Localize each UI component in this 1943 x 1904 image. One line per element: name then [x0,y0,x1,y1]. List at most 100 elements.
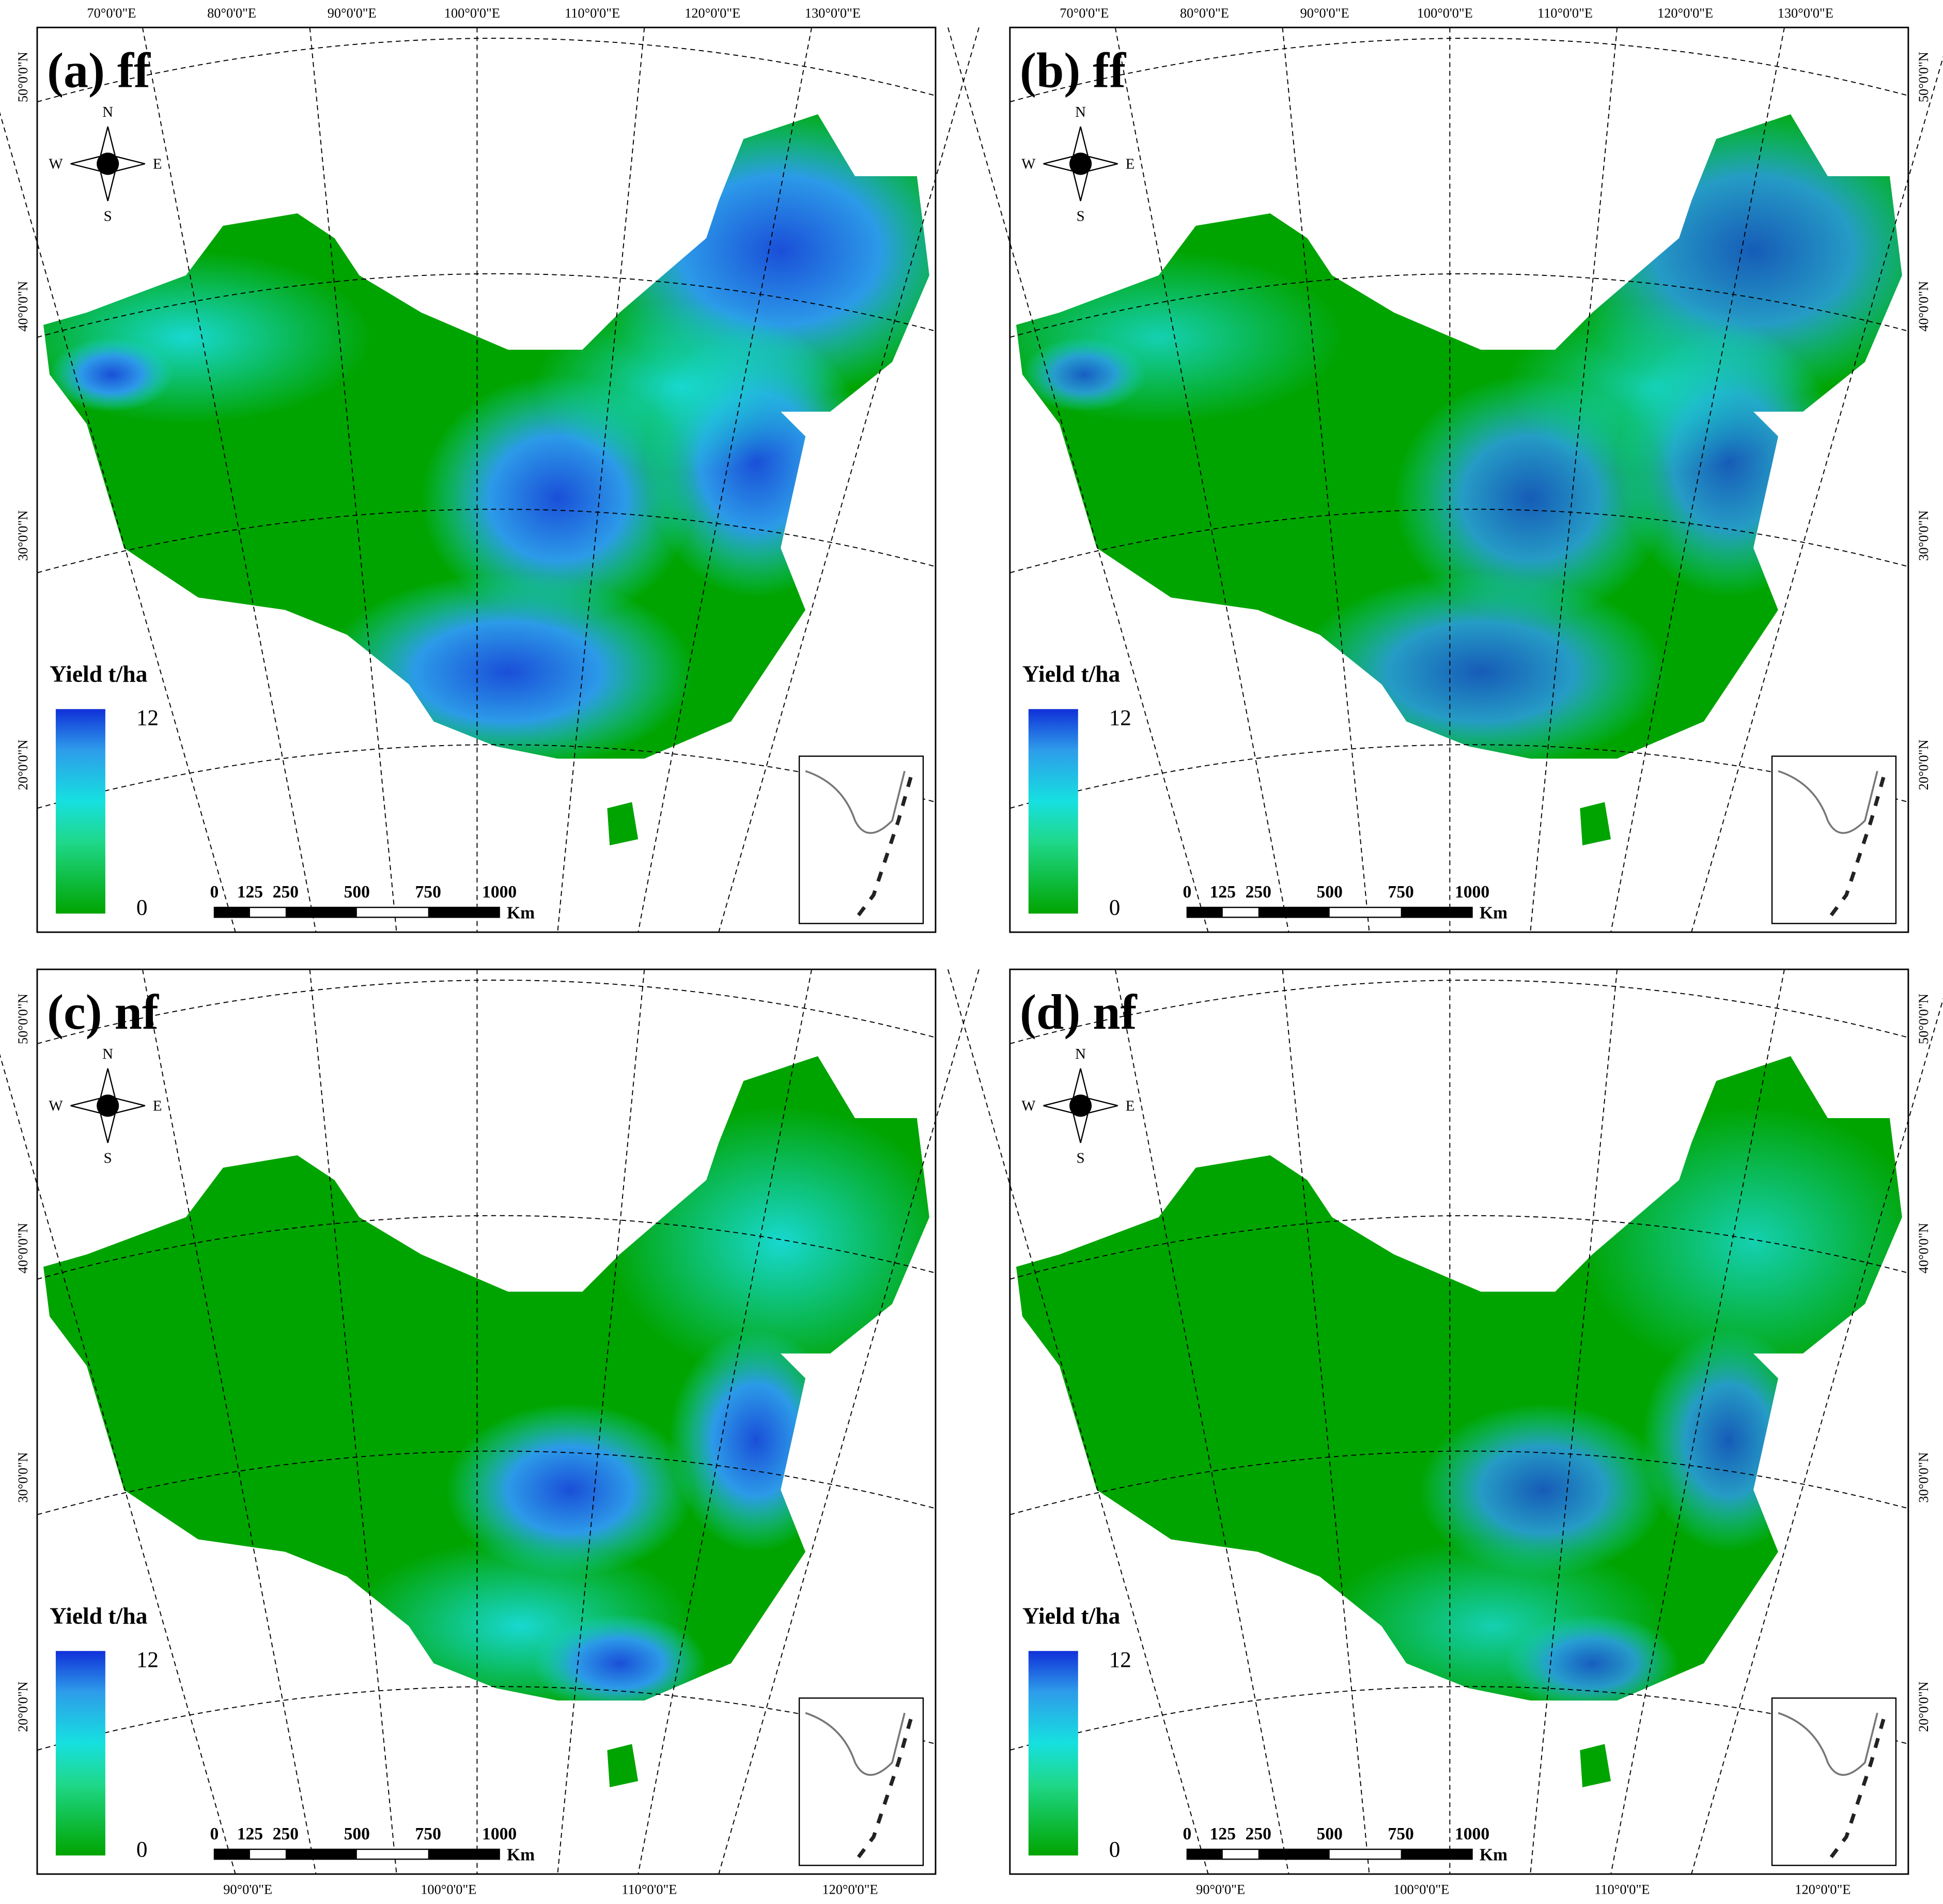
graticule-lat [1009,273,1909,338]
lon-label: 120°0'0"E [1795,1881,1851,1897]
scale-tick-label: 750 [415,1824,441,1844]
compass-n: N [1075,104,1086,120]
yield-zone [322,572,694,771]
lon-label: 130°0'0"E [805,5,861,21]
lon-label: 100°0'0"E [1417,5,1473,21]
lat-label: 20°0'0"N [15,1681,30,1732]
lon-label: 70°0'0"E [1060,5,1109,21]
scale-tick-label: 250 [273,883,299,902]
lon-label: 90°0'0"E [1196,1881,1245,1897]
scale-tick-label: 250 [273,1824,299,1844]
inset-frame [798,755,924,924]
inset-boundary [1826,777,1886,921]
graticule-lat [1009,980,1909,1044]
lat-label: 20°0'0"N [1916,1681,1931,1732]
graticule-lon [1530,969,1618,1875]
scale-unit: Km [507,904,535,923]
scale-tick-label: 1000 [1455,1824,1489,1844]
yield-zone [1022,337,1146,412]
lon-label: 110°0'0"E [1594,1881,1650,1897]
legend-title: Yield t/ha [50,661,148,687]
graticule-lon [1282,27,1370,933]
scale-segment [214,1849,250,1860]
scale-segment [285,1849,357,1860]
scale-tick-label: 125 [1210,1824,1236,1844]
compass-s: S [1077,1150,1085,1166]
map-panel: (a) ff N S E W Yield t/ha 12 0 0 125 250 500 750 1000… [0,5,980,933]
yield-zone [446,1403,694,1577]
lat-label: 40°0'0"N [1916,1223,1931,1274]
legend-colorbar [55,709,105,914]
compass-n: N [102,1046,113,1062]
panel-frame [1009,26,1909,933]
panel-frame [1009,968,1909,1875]
lat-label: 30°0'0"N [1916,1452,1931,1503]
scale-tick-label: 0 [1183,1824,1191,1844]
inset-boundary [853,1719,913,1863]
graticule-lon [1282,969,1370,1875]
graticule-lon [309,27,397,933]
graticule-lon [638,27,813,933]
compass-n: N [1075,1046,1086,1062]
lon-label: 100°0'0"E [421,1881,476,1897]
scale-tick-label: 500 [1317,883,1343,902]
panel-label: (b) ff [1020,43,1126,98]
compass-center [1069,1094,1092,1117]
lat-label: 50°0'0"N [15,994,30,1044]
yield-zone [1642,1328,1815,1552]
legend-colorbar [55,1651,105,1856]
compass-center [1069,152,1092,175]
legend-min: 0 [136,896,148,920]
scale-tick-label: 250 [1246,883,1271,902]
scale-tick-label: 125 [237,1824,263,1844]
legend-colorbar [1028,1651,1078,1856]
graticule-lat [37,744,936,809]
legend-colorbar [1028,709,1078,914]
scale-tick-label: 750 [415,883,441,902]
lon-label: 100°0'0"E [1393,1881,1449,1897]
yield-zone [1505,300,1803,474]
yield-zone [533,300,831,474]
scale-segment [1401,1849,1472,1860]
scale-segment [1187,907,1223,918]
map-panel: (c) nf N S E W Yield t/ha 12 0 0 125 250 500 750 1000… [0,968,980,1897]
graticule-lon [1610,969,1785,1875]
graticule-lat [37,1215,936,1280]
lon-label: 90°0'0"E [1300,5,1349,21]
lon-label: 130°0'0"E [1778,5,1833,21]
legend-title: Yield t/ha [50,1603,148,1629]
yield-zone [669,1328,843,1552]
graticule-lat [37,980,936,1044]
yield-zone [1016,250,1345,424]
graticule-lon [142,27,317,933]
compass-s: S [104,208,112,224]
scale-tick-label: 1000 [1455,883,1489,902]
inset-frame [1771,1697,1897,1866]
graticule-lat [37,508,936,574]
legend-max: 12 [1109,1648,1131,1672]
graticule-lon [142,969,317,1875]
compass-w: W [1021,1098,1036,1114]
yield-map [43,114,929,846]
lon-label: 90°0'0"E [328,5,377,21]
graticule-lon [1114,969,1289,1875]
scale-segment [1258,1849,1330,1860]
inset-coast [805,770,906,834]
lat-label: 50°0'0"N [15,52,30,102]
graticule-lat [37,1450,936,1515]
scale-segment [1258,907,1330,918]
scale-unit: Km [1480,1846,1507,1865]
scale-tick-label: 1000 [482,883,517,902]
scale-tick-label: 500 [344,1824,370,1844]
lon-label: 80°0'0"E [207,5,256,21]
map-panel: (b) ff N S E W Yield t/ha 12 0 0 125 250 500 750 1000… [947,5,1943,933]
scale-tick-label: 1000 [482,1824,517,1844]
scale-segment [285,907,357,918]
scale-tick-label: 500 [344,883,370,902]
scale-segment [428,907,500,918]
lon-label: 110°0'0"E [1537,5,1593,21]
inset-coast [1778,1712,1878,1776]
scale-segment [1401,907,1472,918]
inset-coast [1778,770,1878,834]
panel-label: (c) nf [47,985,159,1040]
